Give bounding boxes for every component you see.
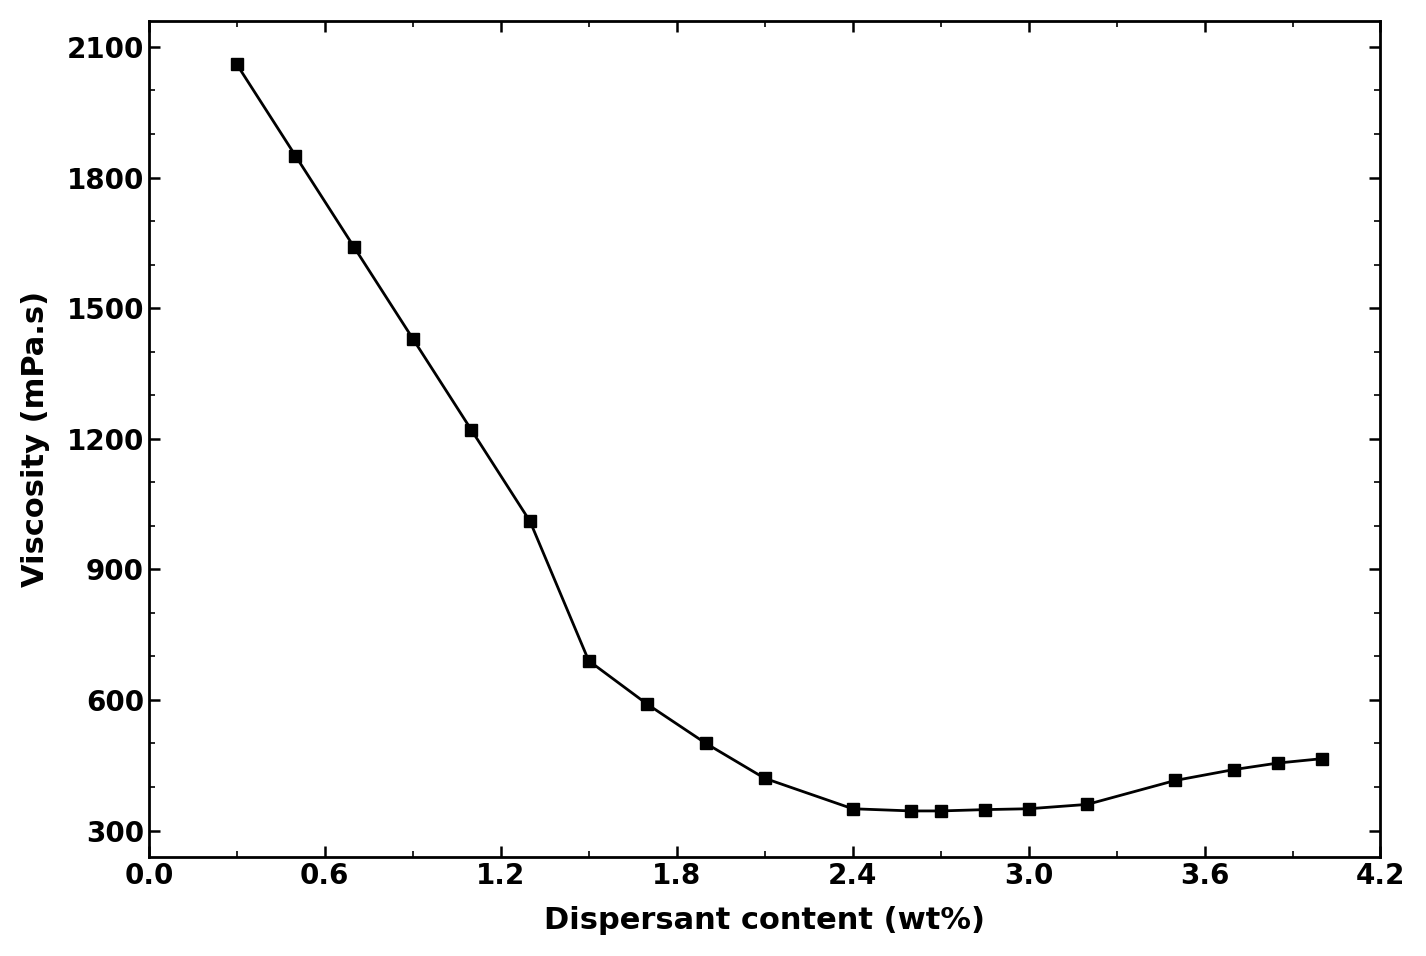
Y-axis label: Viscosity (mPa.s): Viscosity (mPa.s)	[21, 291, 50, 587]
X-axis label: Dispersant content (wt%): Dispersant content (wt%)	[545, 906, 985, 935]
